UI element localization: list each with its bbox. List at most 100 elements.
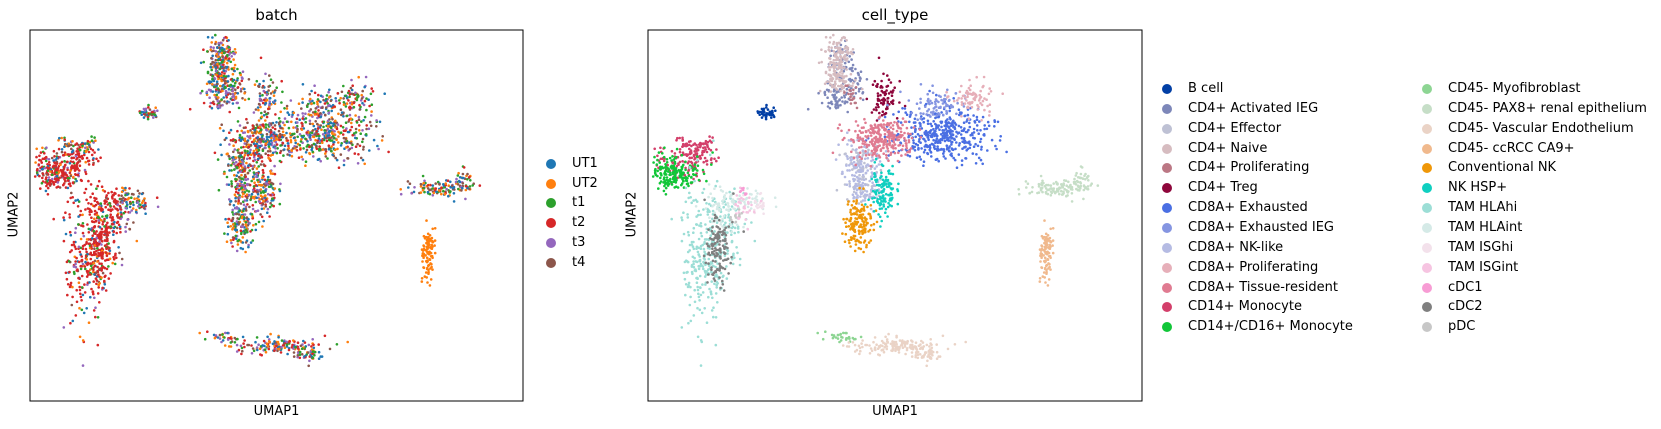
scatter-point (919, 112, 922, 115)
scatter-point (348, 147, 352, 151)
scatter-point (221, 60, 224, 63)
scatter-point (311, 99, 314, 103)
scatter-point (830, 46, 833, 49)
scatter-point (845, 87, 849, 91)
scatter-point (63, 138, 66, 141)
scatter-point (933, 100, 937, 104)
scatter-point (858, 173, 861, 177)
scatter-point (464, 197, 467, 201)
scatter-point (906, 132, 910, 135)
scatter-point (243, 213, 247, 216)
scatter-point (41, 146, 44, 150)
scatter-point (254, 222, 258, 226)
scatter-point (885, 89, 888, 92)
scatter-point (329, 126, 333, 129)
scatter-point (238, 196, 241, 199)
scatter-point (897, 110, 900, 114)
scatter-point (266, 335, 269, 339)
scatter-point (78, 288, 82, 292)
scatter-point (421, 174, 425, 178)
scatter-point (828, 56, 831, 60)
scatter-point (322, 125, 325, 129)
scatter-point (281, 90, 284, 94)
scatter-point (434, 182, 438, 185)
scatter-point (848, 55, 851, 58)
scatter-point (70, 156, 73, 160)
scatter-point (97, 221, 101, 224)
scatter-point (302, 339, 305, 343)
scatter-point (301, 158, 305, 161)
scatter-point (295, 130, 299, 134)
scatter-point (65, 277, 69, 281)
scatter-point (245, 157, 249, 161)
scatter-point (230, 182, 233, 186)
scatter-point (274, 140, 278, 144)
scatter-point (273, 172, 277, 176)
scatter-point (299, 140, 303, 143)
scatter-point (964, 157, 968, 160)
scatter-point (883, 138, 887, 141)
scatter-point (235, 343, 239, 347)
scatter-point (231, 208, 234, 212)
scatter-point (874, 146, 877, 149)
scatter-point (215, 52, 219, 56)
scatter-point (92, 268, 95, 272)
scatter-point (858, 136, 862, 139)
scatter-point (240, 173, 243, 177)
scatter-point (947, 121, 951, 125)
scatter-point (317, 114, 321, 117)
scatter-point (770, 116, 773, 119)
scatter-point (947, 99, 951, 103)
scatter-point (94, 315, 97, 319)
scatter-point (78, 146, 82, 149)
scatter-point (332, 122, 335, 125)
scatter-point (934, 102, 937, 106)
scatter-point (289, 99, 293, 102)
scatter-point (845, 39, 848, 42)
scatter-point (895, 121, 899, 125)
scatter-point (264, 101, 268, 105)
scatter-point (955, 166, 959, 169)
scatter-point (81, 244, 85, 248)
scatter-point (889, 135, 893, 138)
scatter-point (100, 243, 103, 246)
scatter-point (320, 128, 323, 131)
scatter-point (928, 131, 932, 135)
scatter-point (251, 164, 255, 168)
scatter-point (365, 127, 368, 131)
scatter-point (227, 183, 231, 186)
scatter-point (120, 213, 123, 216)
scatter-point (327, 138, 331, 142)
scatter-point (255, 167, 259, 170)
scatter-point (356, 162, 360, 165)
scatter-point (945, 138, 949, 142)
scatter-point (300, 155, 304, 159)
scatter-point (335, 158, 339, 162)
scatter-point (300, 138, 303, 141)
scatter-point (199, 61, 203, 65)
scatter-point (351, 133, 355, 137)
scatter-point (765, 106, 768, 109)
scatter-point (898, 101, 901, 104)
scatter-point (84, 254, 88, 258)
scatter-point (895, 129, 899, 133)
scatter-point (70, 166, 74, 169)
scatter-point (922, 120, 925, 124)
scatter-point (323, 129, 326, 132)
scatter-point (872, 184, 876, 187)
scatter-point (263, 194, 267, 197)
scatter-point (772, 106, 775, 109)
scatter-point (846, 52, 850, 55)
scatter-point (277, 129, 281, 133)
scatter-point (420, 280, 424, 283)
scatter-point (901, 134, 904, 137)
scatter-point (96, 292, 100, 295)
scatter-point (342, 115, 345, 118)
scatter-point (348, 113, 352, 117)
scatter-point (922, 164, 925, 167)
scatter-point (243, 98, 247, 102)
scatter-point (95, 282, 98, 286)
scatter-point (283, 134, 286, 137)
scatter-point (269, 332, 272, 336)
scatter-point (38, 154, 41, 158)
